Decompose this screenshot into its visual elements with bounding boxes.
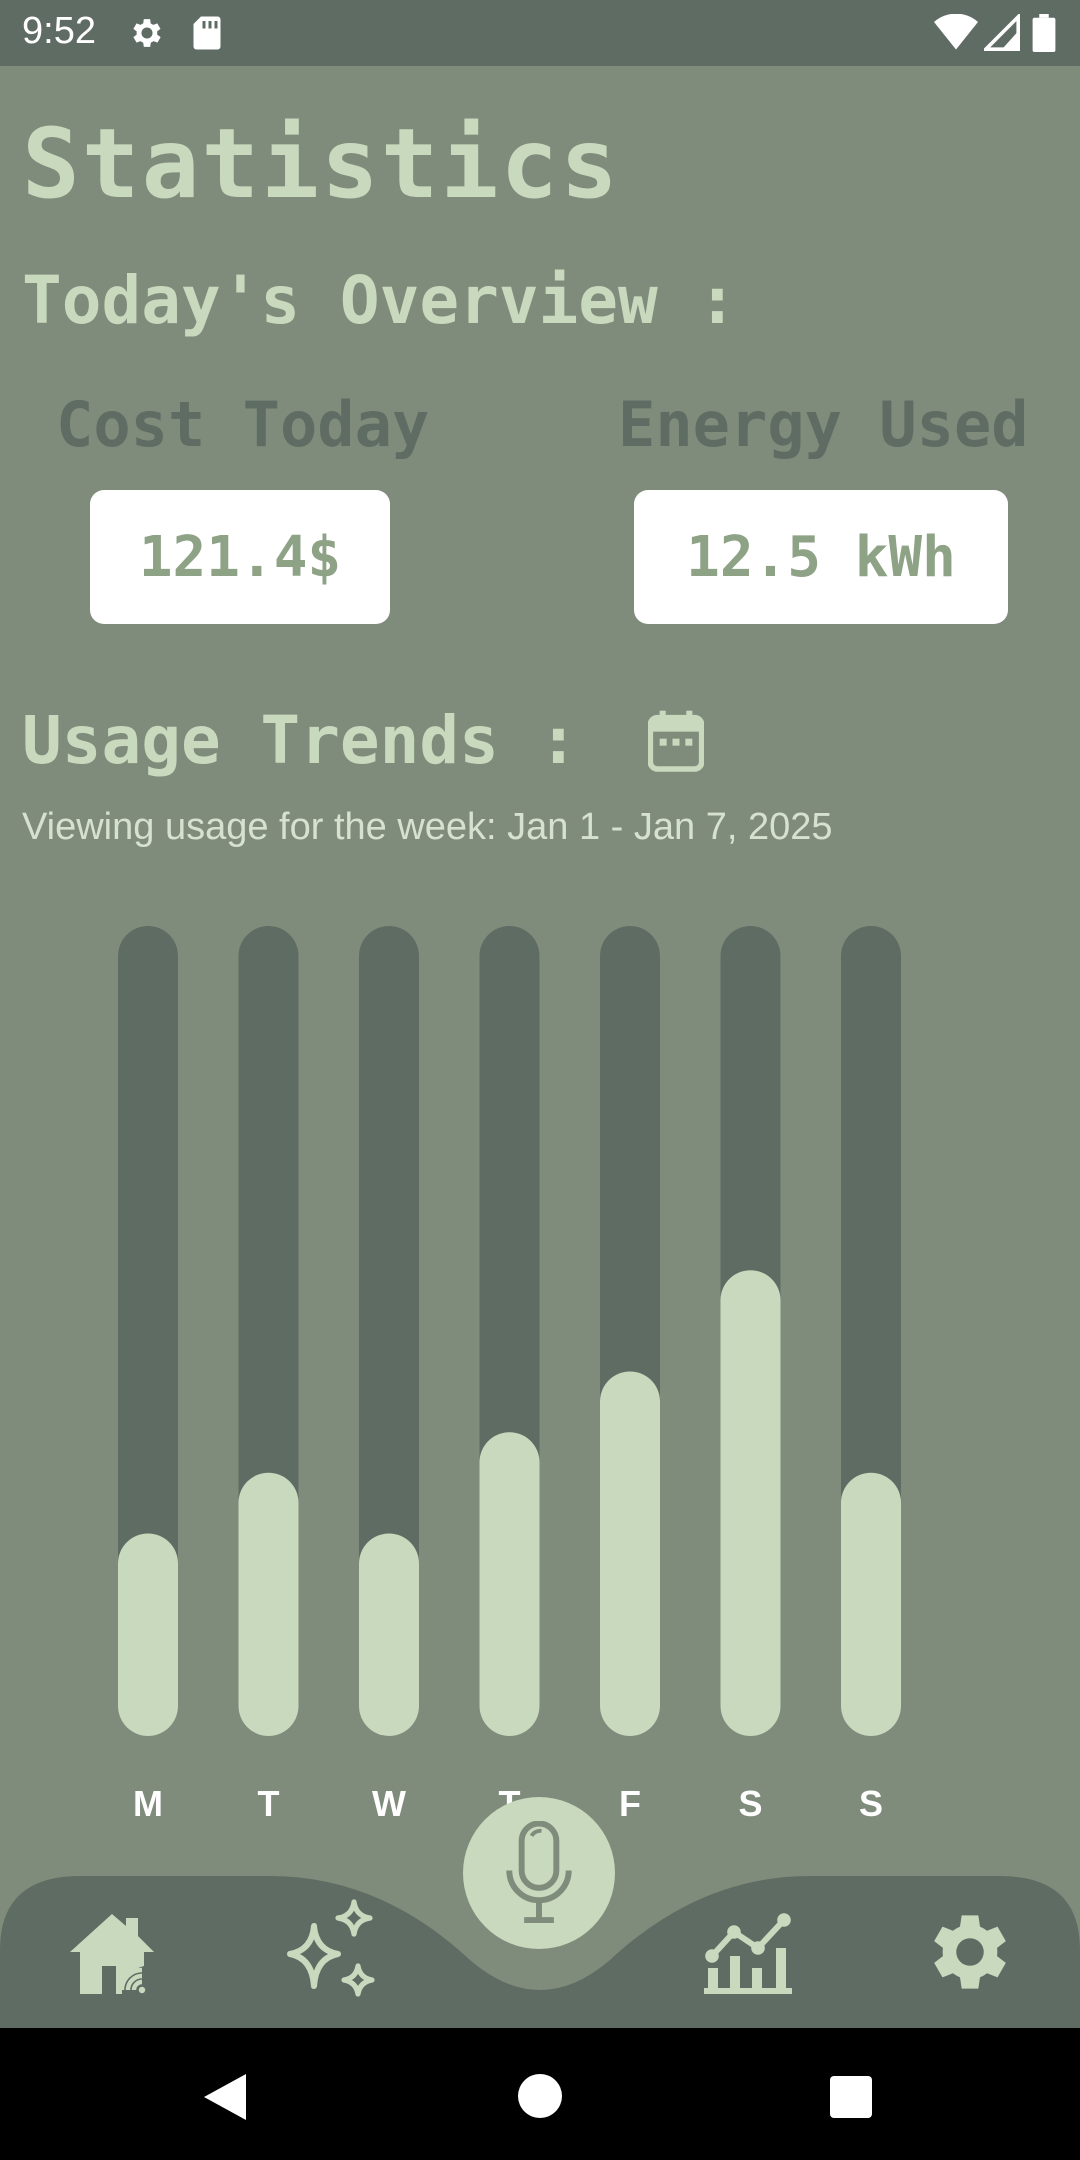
bar-0: [118, 1533, 178, 1736]
bar-4: [600, 1371, 660, 1736]
sparkles-icon[interactable]: [278, 1898, 382, 2002]
overview-title: Today's Overview :: [22, 262, 738, 339]
bar-2: [359, 1533, 419, 1736]
day-label-5: S: [738, 1783, 762, 1824]
system-navigation-bar: [0, 2028, 1080, 2160]
cost-today-label: Cost Today: [56, 388, 430, 461]
recents-icon[interactable]: [830, 2076, 872, 2118]
week-range-subtitle: Viewing usage for the week: Jan 1 - Jan …: [22, 806, 833, 848]
energy-used-value: 12.5 kWh: [634, 490, 1008, 624]
back-icon[interactable]: [204, 2074, 246, 2120]
bar-6: [841, 1472, 901, 1736]
bar-track: [359, 926, 419, 1736]
gear-icon: [133, 19, 161, 47]
day-label-4: F: [619, 1783, 641, 1824]
signal-icon: [984, 14, 1020, 51]
home-icon[interactable]: [518, 2074, 562, 2118]
day-label-6: S: [859, 1783, 883, 1824]
home-wifi-icon[interactable]: [62, 1902, 162, 2002]
battery-icon: [1032, 14, 1056, 52]
bar-1: [238, 1472, 299, 1736]
calendar-icon[interactable]: [648, 710, 704, 772]
settings-gear-icon[interactable]: [920, 1902, 1020, 2002]
microphone-button[interactable]: [463, 1797, 615, 1949]
cost-today-value: 121.4$: [90, 490, 390, 624]
status-bar: 9:52: [0, 0, 1080, 66]
day-label-1: T: [258, 1783, 280, 1824]
energy-used-label: Energy Used: [618, 388, 1029, 461]
bar-3: [479, 1432, 540, 1736]
bottom-nav-bar: [0, 1876, 1080, 2030]
microphone-icon: [506, 1821, 572, 1924]
usage-trends-title: Usage Trends :: [22, 702, 579, 779]
bar-track: [118, 926, 178, 1736]
page-title: Statistics: [22, 108, 620, 220]
status-time: 9:52: [22, 10, 96, 52]
bar-5: [720, 1270, 781, 1736]
day-label-2: W: [372, 1783, 406, 1824]
sd-card-icon: [193, 16, 221, 50]
usage-bar-chart: MTWTFSS: [118, 926, 901, 1824]
day-label-0: M: [133, 1783, 163, 1824]
wifi-icon: [934, 14, 978, 50]
chart-icon[interactable]: [700, 1904, 796, 1996]
